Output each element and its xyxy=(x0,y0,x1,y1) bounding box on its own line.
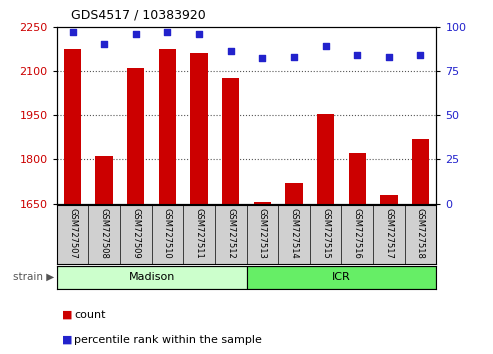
Point xyxy=(290,54,298,59)
Point xyxy=(69,29,76,35)
Text: GSM727515: GSM727515 xyxy=(321,208,330,259)
Text: GSM727507: GSM727507 xyxy=(68,208,77,259)
Bar xyxy=(412,139,429,204)
Point xyxy=(227,48,235,54)
Bar xyxy=(96,156,113,204)
Point xyxy=(100,41,108,47)
Text: GSM727511: GSM727511 xyxy=(195,208,204,259)
Bar xyxy=(380,195,397,204)
Text: GSM727513: GSM727513 xyxy=(258,208,267,259)
Bar xyxy=(57,266,246,289)
Text: GSM727509: GSM727509 xyxy=(131,208,141,259)
Point xyxy=(258,56,266,61)
Text: GSM727517: GSM727517 xyxy=(385,208,393,259)
Text: GDS4517 / 10383920: GDS4517 / 10383920 xyxy=(70,9,206,22)
Bar xyxy=(285,183,303,204)
Point xyxy=(164,29,172,35)
Text: GSM727512: GSM727512 xyxy=(226,208,235,259)
Bar xyxy=(64,48,81,204)
Bar xyxy=(159,48,176,204)
Bar xyxy=(127,68,144,204)
Text: strain ▶: strain ▶ xyxy=(13,272,54,282)
Bar xyxy=(190,53,208,204)
Text: ■: ■ xyxy=(62,310,72,320)
Text: GSM727508: GSM727508 xyxy=(100,208,108,259)
Text: GSM727510: GSM727510 xyxy=(163,208,172,259)
Text: ■: ■ xyxy=(62,335,72,345)
Point xyxy=(417,52,424,58)
Text: count: count xyxy=(74,310,106,320)
Bar xyxy=(222,78,240,204)
Text: GSM727518: GSM727518 xyxy=(416,208,425,259)
Bar xyxy=(349,153,366,204)
Text: Madison: Madison xyxy=(128,272,175,282)
Point xyxy=(385,54,393,59)
Point xyxy=(195,31,203,36)
Point xyxy=(321,43,329,49)
Bar xyxy=(246,266,436,289)
Text: GSM727514: GSM727514 xyxy=(289,208,298,259)
Point xyxy=(132,31,140,36)
Text: percentile rank within the sample: percentile rank within the sample xyxy=(74,335,262,345)
Point xyxy=(353,52,361,58)
Text: ICR: ICR xyxy=(332,272,351,282)
Bar xyxy=(253,202,271,204)
Text: GSM727516: GSM727516 xyxy=(352,208,362,259)
Bar xyxy=(317,114,334,204)
